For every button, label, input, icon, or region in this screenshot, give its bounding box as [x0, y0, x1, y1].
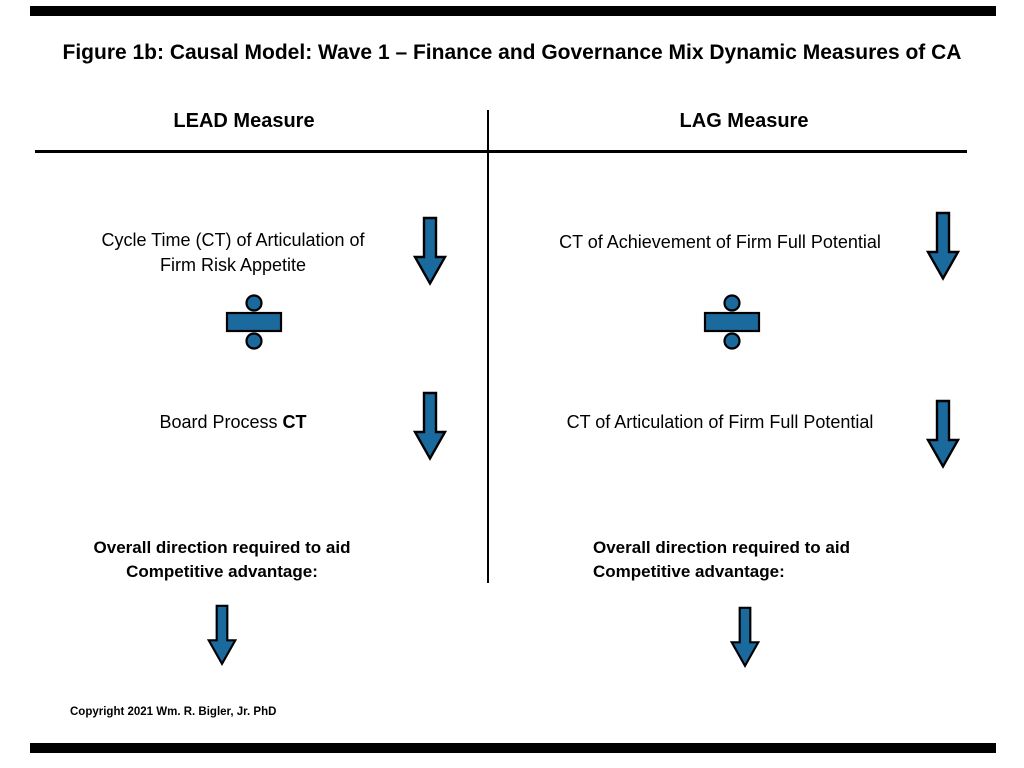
lag-numerator-label: CT of Achievement of Firm Full Potential — [559, 232, 881, 252]
lead-denominator-text: Board Process — [159, 412, 283, 432]
lead-denominator-ct: CT — [282, 412, 307, 432]
lead-numerator-line2: Firm Risk Appetite — [159, 255, 307, 275]
top-border-bar — [30, 6, 996, 16]
copyright-note: Copyright 2021 Wm. R. Bigler, Jr. PhD — [70, 706, 277, 718]
lead-direction-line2: Competitive advantage: — [126, 562, 318, 581]
lag-denominator-label: CT of Articulation of Firm Full Potentia… — [566, 412, 874, 432]
lag-measure-header: LAG Measure — [679, 110, 809, 132]
lead-direction-down-arrow-icon — [206, 604, 238, 666]
lead-divide-icon — [225, 294, 283, 350]
lag-divide-icon — [703, 294, 761, 350]
figure-title: Figure 1b: Causal Model: Wave 1 – Financ… — [62, 41, 962, 64]
lead-measure-header: LEAD Measure — [173, 110, 315, 132]
lag-numerator-decrease-arrow-icon — [926, 211, 960, 281]
lead-denominator-label: Board Process CT — [43, 410, 423, 435]
lead-direction-line1: Overall direction required to aid — [93, 538, 351, 557]
lag-direction-label: Overall direction required to aid Compet… — [593, 536, 933, 584]
header-underline — [35, 150, 967, 153]
column-divider — [487, 110, 489, 583]
lead-numerator-label: Cycle Time (CT) of Articulation of Firm … — [43, 228, 423, 278]
lead-denominator-decrease-arrow-icon — [413, 391, 447, 461]
lead-direction-label: Overall direction required to aid Compet… — [27, 536, 417, 584]
bottom-border-bar — [30, 743, 996, 753]
lead-numerator-decrease-arrow-icon — [413, 216, 447, 286]
lag-direction-line1: Overall direction required to aid — [593, 538, 850, 557]
lag-denominator-decrease-arrow-icon — [926, 399, 960, 469]
lag-direction-down-arrow-icon — [729, 606, 761, 668]
lag-direction-line2: Competitive advantage: — [593, 562, 785, 581]
lead-numerator-line1: Cycle Time (CT) of Articulation of — [101, 230, 365, 250]
